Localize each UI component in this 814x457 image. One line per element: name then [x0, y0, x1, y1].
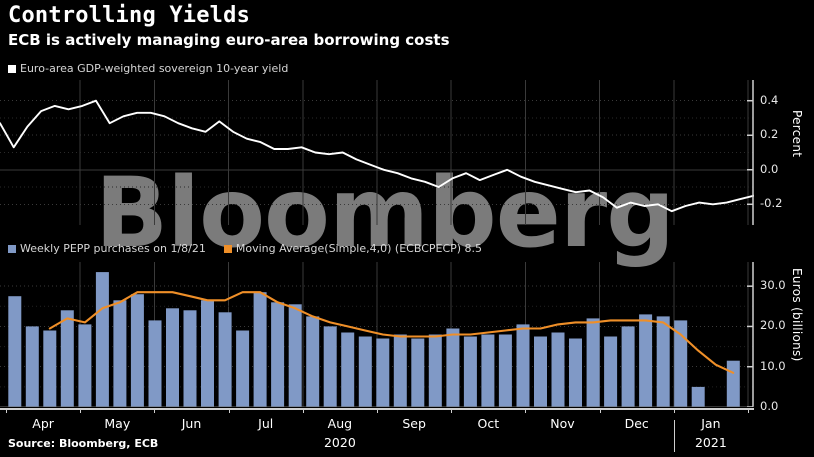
- y-tick-label: 0.2: [760, 127, 779, 142]
- y-tick-label: 0.0: [760, 399, 779, 413]
- x-axis-year-label: 2021: [694, 435, 727, 450]
- x-axis-tick: [154, 408, 156, 413]
- x-axis-label: Apr: [32, 416, 54, 431]
- x-axis-tick: [228, 408, 230, 413]
- x-axis-label: Sep: [402, 416, 426, 431]
- x-axis-tick: [748, 408, 749, 413]
- x-axis-label: Oct: [477, 416, 500, 431]
- source-note: Source: Bloomberg, ECB: [8, 437, 159, 450]
- pepp-bar-chart: [0, 262, 754, 407]
- x-axis-tick: [80, 408, 82, 413]
- y-tick-label: 20.0: [760, 318, 786, 333]
- x-axis-label: Aug: [327, 416, 353, 431]
- legend-label: Moving Average(Simple,4,0) (ECBCPECP) 8.…: [235, 242, 483, 255]
- x-axis: Apr May Jun Jul Aug Sep Oct Nov Dec Jan 2020 2021: [0, 408, 760, 454]
- x-axis-tick: [377, 408, 378, 413]
- x-axis-tick: [673, 408, 675, 413]
- pepp-y-axis-label: Euros (billions): [790, 268, 804, 362]
- x-axis-label: Nov: [550, 416, 575, 431]
- square-swatch-icon: [8, 244, 16, 253]
- legend-bottom-chart: Weekly PEPP purchases on 1/8/21 Moving A…: [8, 242, 496, 255]
- yield-y-axis-label: Percent: [790, 110, 804, 158]
- y-tick-label: 0.0: [760, 161, 779, 176]
- square-swatch-icon: [223, 244, 232, 253]
- y-tick-label: 30.0: [760, 278, 786, 293]
- square-swatch-icon: [8, 64, 16, 73]
- page-subtitle: ECB is actively managing euro-area borro…: [8, 31, 450, 49]
- yield-line-chart: [0, 80, 754, 225]
- legend-item: Euro-area GDP-weighted sovereign 10-year…: [8, 62, 288, 75]
- x-axis-label: Jul: [258, 416, 274, 431]
- legend-label: Euro-area GDP-weighted sovereign 10-year…: [20, 62, 289, 75]
- year-separator: [673, 420, 675, 452]
- x-axis-tick: [6, 408, 7, 413]
- x-axis-label: Dec: [624, 416, 649, 431]
- x-axis-tick: [525, 408, 527, 413]
- pepp-y-axis-ticks: 30.0 20.0 10.0 0.0: [760, 262, 814, 413]
- legend-top-chart: Euro-area GDP-weighted sovereign 10-year…: [8, 62, 302, 75]
- x-axis-tick: [599, 408, 601, 413]
- x-axis-tick: [302, 408, 304, 413]
- x-axis-label: May: [104, 416, 131, 431]
- page-title: Controlling Yields: [8, 3, 251, 28]
- x-axis-year-label: 2020: [323, 435, 356, 450]
- y-tick-label: 10.0: [760, 358, 786, 373]
- yield-line-svg: [0, 80, 754, 225]
- pepp-bar-svg: [0, 262, 754, 407]
- bloomberg-watermark: Bloomberg: [95, 157, 675, 269]
- y-tick-label: 0.4: [760, 92, 779, 107]
- legend-item: Moving Average(Simple,4,0) (ECBCPECP) 8.…: [223, 242, 483, 255]
- yield-y-axis-ticks: 0.4 0.2 0.0 -0.2: [760, 80, 814, 225]
- x-axis-tick: [451, 408, 453, 413]
- x-axis-label: Jan: [701, 416, 721, 431]
- legend-label: Weekly PEPP purchases on 1/8/21: [20, 242, 206, 255]
- legend-item: Weekly PEPP purchases on 1/8/21: [8, 242, 206, 255]
- y-tick-label: -0.2: [760, 196, 783, 211]
- x-axis-label: Jun: [181, 416, 202, 431]
